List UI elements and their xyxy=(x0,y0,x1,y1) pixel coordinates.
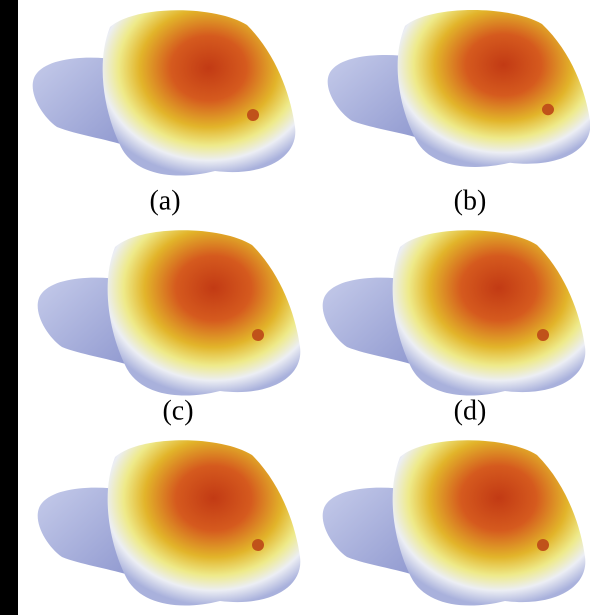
panel-label: (b) xyxy=(454,185,487,216)
panel-label: (d) xyxy=(454,395,487,426)
render-a xyxy=(33,10,296,175)
render-b xyxy=(328,10,590,167)
left-border xyxy=(0,0,18,615)
panel-label: (c) xyxy=(162,395,193,426)
render-e xyxy=(38,440,301,605)
panel-label: (a) xyxy=(149,185,180,216)
figure: (a) (b) (c) (d) xyxy=(0,0,590,615)
render-c xyxy=(38,230,301,395)
render-f xyxy=(323,440,586,605)
render-d xyxy=(323,230,586,395)
